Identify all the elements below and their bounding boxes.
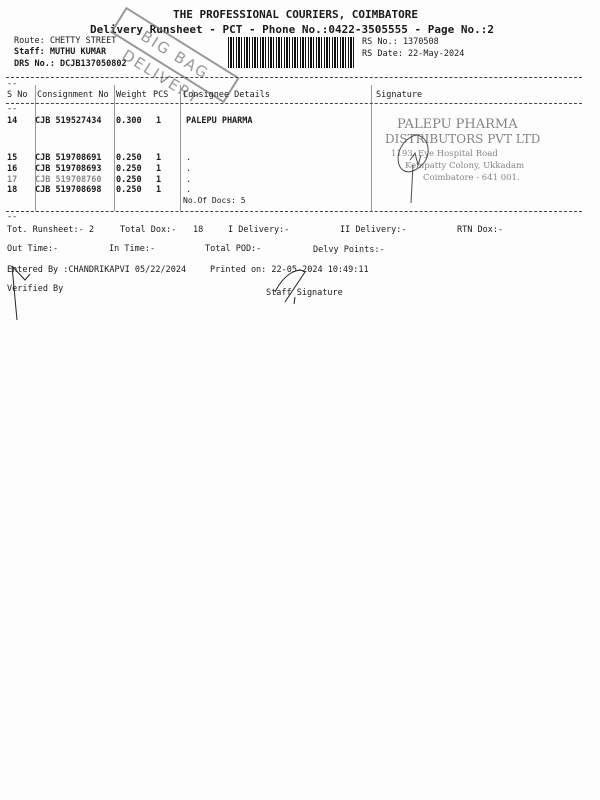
cell-cons: CJB 519708693 [35,164,102,174]
header-sno: S No [7,90,28,100]
divider [6,77,582,78]
cell-details: . [186,185,192,195]
cell-weight: 0.250 [116,164,142,174]
company-name: THE PROFESSIONAL COURIERS, COIMBATORE [173,8,419,21]
total-pod: Total POD:- [205,244,262,254]
stamp-line: Kempatty Colony, Ukkadam [405,161,525,171]
big-bag-delivery-stamp: BIG BAG DELIVERY [110,6,240,108]
stamp-line: PALEPU PHARMA [397,117,518,132]
column-line [371,85,372,211]
column-line [35,85,36,211]
cell-sno: 14 [7,116,18,126]
column-line [114,85,115,211]
delivery-points: Delvy Points:- [313,245,385,255]
cell-sno: 18 [7,185,18,195]
cell-weight: 0.300 [116,116,142,126]
cell-sno: 17 [7,175,18,185]
dash-mark: -- [7,104,18,114]
i-delivery: I Delivery:- [228,225,290,235]
header-consignment: Consignment No [37,90,109,100]
header-weight: Weight [116,90,147,100]
divider [6,211,582,212]
stamp-line: DISTRIBUTORS PVT LTD [385,132,541,146]
entered-by: Entered By :CHANDRIKAPVI 05/22/2024 [7,265,187,275]
cell-pcs: 1 [156,164,162,174]
ii-delivery: II Delivery:- [340,225,407,235]
rtn-dox: RTN Dox:- [457,225,504,235]
drs-number: DRS No.: DCJB137050802 [14,59,127,69]
printed-on: Printed on: 22-05-2024 10:49:11 [210,265,369,275]
cell-details: . [186,175,192,185]
staff-signature-scribble [274,269,306,305]
cell-details: . [186,164,192,174]
in-time: In Time:- [109,244,156,254]
cell-cons: CJB 519708760 [35,175,102,185]
staff-signature-label: Staff Signature [266,288,343,298]
tot-runsheet: Tot. Runsheet:- 2 [7,225,94,235]
header-signature: Signature [376,90,423,100]
total-dox-value: 18 [193,225,204,235]
cell-pcs: 1 [156,185,162,195]
dash-mark: -- [7,79,18,89]
dash-mark: -- [7,212,18,222]
total-dox: Total Dox:- [120,225,177,235]
barcode [228,37,355,68]
cell-cons: CJB 519708698 [35,185,102,195]
stamp-line: 1193, Eye Hospital Road [391,149,498,159]
out-time: Out Time:- [7,244,59,254]
rs-number: RS No.: 1370508 [362,37,439,47]
cell-weight: 0.250 [116,185,142,195]
cell-weight: 0.250 [116,175,142,185]
rs-date: RS Date: 22-May-2024 [362,49,465,59]
handwritten-mark [11,265,31,321]
company-stamp: PALEPU PHARMA DISTRIBUTORS PVT LTD 1193,… [385,115,565,204]
cell-pcs: 1 [156,175,162,185]
cell-weight: 0.250 [116,153,142,163]
route: Route: CHETTY STREET [14,36,117,46]
runsheet-title: Delivery Runsheet - PCT - Phone No.:0422… [90,23,494,36]
cell-cons: CJB 519708691 [35,153,102,163]
cell-cons: CJB 519527434 [35,116,102,126]
cell-details: . [186,153,192,163]
header-pcs: PCS [153,90,169,100]
signature-scribble [397,134,429,204]
staff: Staff: MUTHU KUMAR [14,47,107,57]
stamp-line: Coimbatore - 641 001. [423,173,520,183]
header-consignee: Consignee Details [183,90,270,100]
divider [6,103,582,104]
cell-pcs: 1 [156,153,162,163]
cell-sno: 15 [7,153,18,163]
verified-by: Verified By [7,284,64,294]
column-line [180,85,181,211]
cell-pcs: 1 [156,116,162,126]
cell-details: PALEPU PHARMA [186,116,253,126]
docs-count: No.Of Docs: 5 [183,196,246,205]
cell-sno: 16 [7,164,18,174]
